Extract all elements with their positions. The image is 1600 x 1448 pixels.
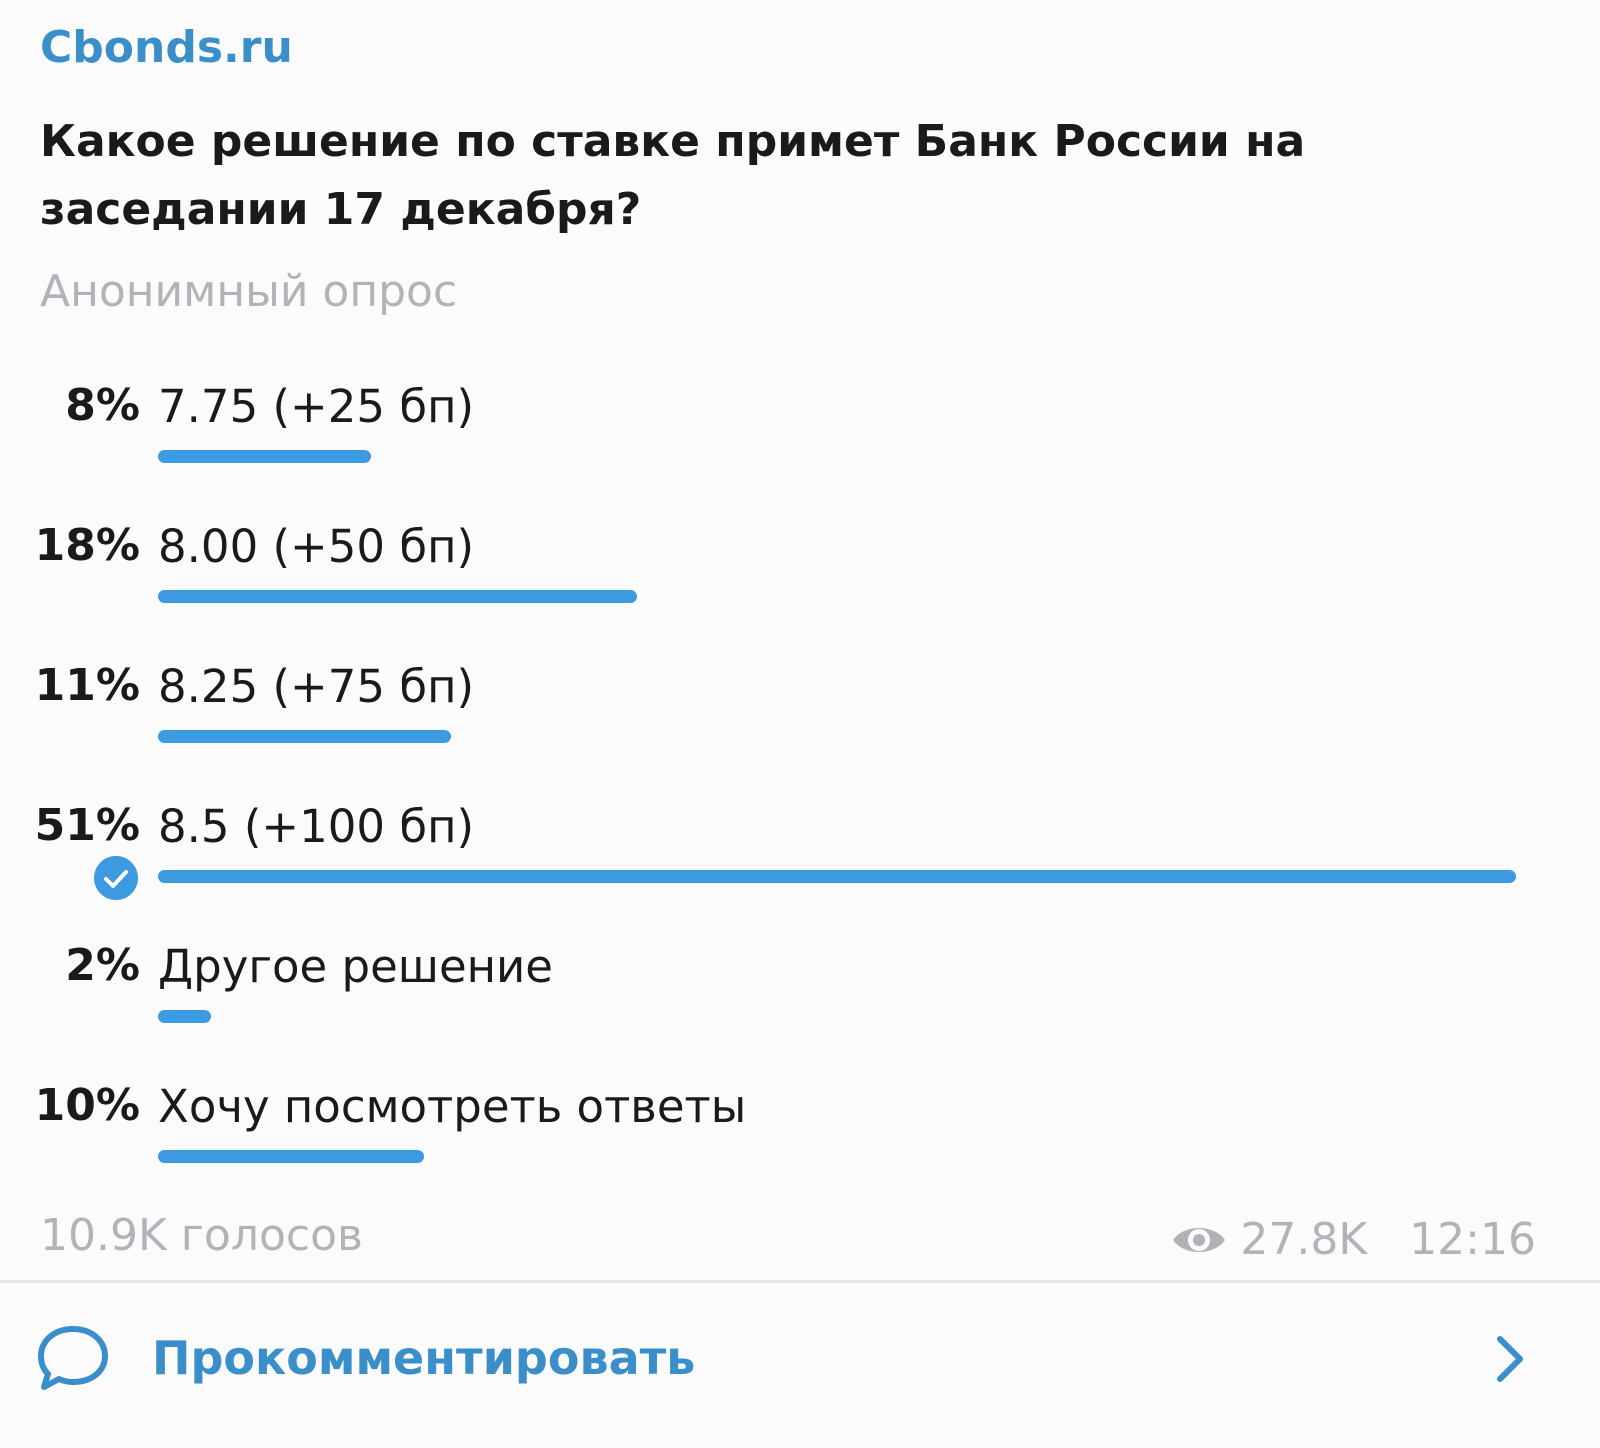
option-text: 8.5 (+100 бп) (158, 800, 475, 853)
poll-question: Какое решение по ставке примет Банк Росс… (40, 116, 1306, 235)
option-text: 8.25 (+75 бп) (158, 660, 475, 713)
chevron-right-icon (1497, 1336, 1523, 1382)
option-percent: 11% (34, 660, 140, 711)
comment-label: Прокомментировать (152, 1331, 696, 1385)
option-text: Другое решение (158, 940, 553, 993)
option-percent: 10% (34, 1080, 140, 1131)
message-meta: 27.8K 12:16 (1170, 1214, 1536, 1265)
votes-count[interactable]: 10.9K голосов (40, 1210, 363, 1261)
option-percent: 8% (65, 380, 140, 431)
selected-check-icon (94, 856, 138, 900)
poll-type-label: Анонимный опрос (40, 266, 458, 317)
poll-option[interactable]: 8% 7.75 (+25 бп) (0, 352, 1600, 492)
poll-option[interactable]: 10% Хочу посмотреть ответы (0, 1052, 1600, 1192)
poll-option[interactable]: 51% 8.5 (+100 бп) (0, 772, 1600, 912)
option-result-bar (158, 1150, 424, 1163)
channel-name[interactable]: Cbonds.ru (40, 22, 293, 73)
divider (0, 1280, 1600, 1283)
poll-option[interactable]: 11% 8.25 (+75 бп) (0, 632, 1600, 772)
option-result-bar (158, 450, 371, 463)
comment-bubble-icon (38, 1326, 108, 1390)
option-percent: 18% (34, 520, 140, 571)
comment-button[interactable]: Прокомментировать (0, 1283, 1600, 1448)
option-text: 7.75 (+25 бп) (158, 380, 475, 433)
option-result-bar (158, 730, 451, 743)
option-text: Хочу посмотреть ответы (158, 1080, 747, 1133)
message-time: 12:16 (1409, 1214, 1536, 1265)
views-count: 27.8K (1240, 1214, 1368, 1265)
option-result-bar (158, 1010, 211, 1023)
option-percent: 51% (34, 800, 140, 851)
eye-icon (1173, 1227, 1226, 1252)
option-percent: 2% (65, 940, 140, 991)
option-result-bar (158, 870, 1516, 883)
option-result-bar (158, 590, 637, 603)
poll-option[interactable]: 2% Другое решение (0, 912, 1600, 1052)
option-text: 8.00 (+50 бп) (158, 520, 475, 573)
poll-option[interactable]: 18% 8.00 (+50 бп) (0, 492, 1600, 632)
